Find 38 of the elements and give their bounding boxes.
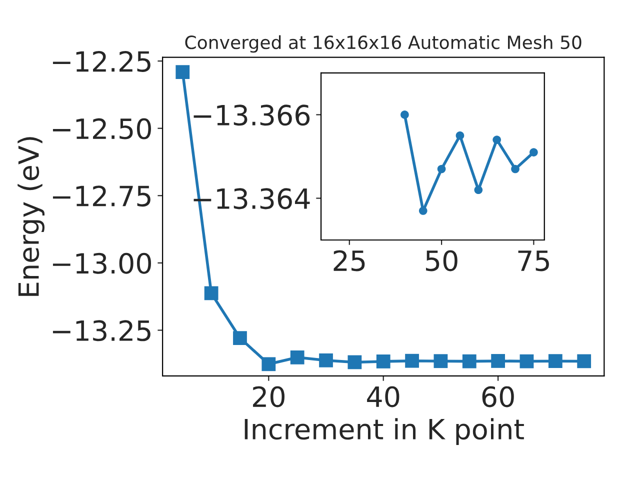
point: [176, 65, 190, 80]
point: [474, 186, 483, 194]
x-tick-label: 75: [518, 250, 549, 272]
point: [319, 353, 333, 368]
point: [456, 131, 464, 140]
x-tick-label: 40: [367, 386, 400, 408]
chart-title: Converged at 16x16x16 Automatic Mesh 50: [185, 35, 582, 53]
point: [405, 354, 419, 368]
y-tick-label: −13.366: [194, 104, 310, 126]
point: [418, 206, 428, 215]
point: [491, 354, 506, 368]
x-tick-label: 50: [426, 250, 458, 272]
x-tick-label: 60: [482, 386, 514, 408]
point: [437, 164, 446, 174]
point: [520, 354, 534, 368]
x-tick-label: 25: [334, 250, 365, 272]
point: [492, 136, 502, 144]
point: [290, 350, 304, 364]
point: [204, 286, 218, 300]
point: [530, 148, 538, 156]
point: [376, 354, 390, 368]
y-tick-label: −12.75: [52, 186, 150, 207]
point: [233, 331, 247, 345]
y-tick-label: −12.50: [52, 118, 151, 140]
point: [262, 357, 276, 372]
point: [348, 355, 362, 370]
y-tick-label: −13.25: [52, 320, 150, 342]
x-axis-title: Increment in K point: [244, 418, 524, 446]
point: [400, 110, 409, 119]
point: [577, 354, 592, 368]
point: [462, 354, 476, 368]
y-axis-title: Energy (eV): [18, 137, 44, 296]
y-tick-label: −13.00: [52, 252, 151, 274]
x-tick-label: 20: [253, 386, 284, 408]
point: [548, 354, 562, 368]
point: [434, 354, 448, 368]
y-tick-label: −12.25: [52, 50, 150, 72]
point: [511, 164, 520, 174]
